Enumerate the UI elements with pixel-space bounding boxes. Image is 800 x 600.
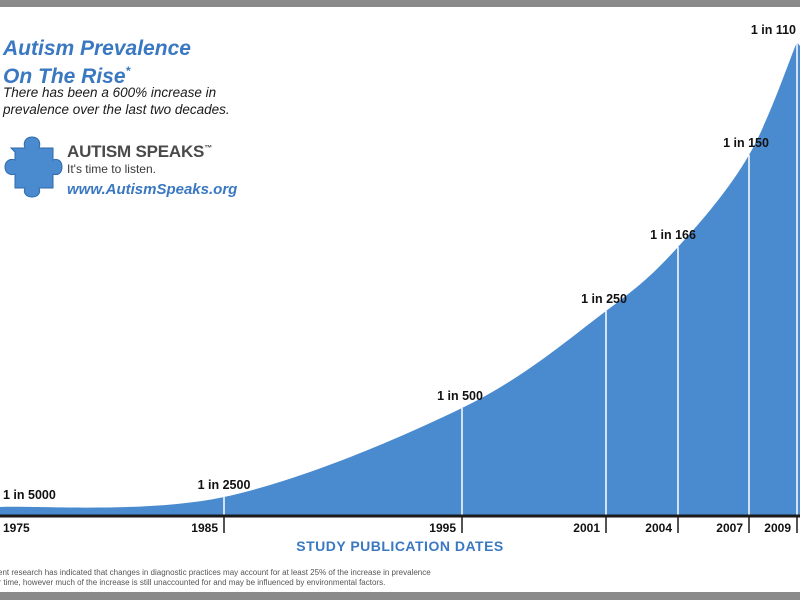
x-axis-title: STUDY PUBLICATION DATES	[296, 538, 504, 554]
logo-name: AUTISM SPEAKS™	[67, 142, 213, 161]
title-line-2: On The Rise*	[3, 64, 131, 88]
title-asterisk: *	[125, 64, 131, 78]
puzzle-piece-icon	[4, 136, 63, 198]
x-tick-label-1975: 1975	[3, 521, 30, 535]
x-tick-label-2007: 2007	[716, 521, 743, 535]
data-label-2007: 1 in 150	[723, 136, 769, 150]
chart-subtitle: There has been a 600% increase in preval…	[3, 85, 230, 117]
x-tick-label-1985: 1985	[191, 521, 218, 535]
chart-title: Autism Prevalence On The Rise*	[3, 37, 191, 88]
prevalence-area	[0, 42, 800, 515]
data-label-2009: 1 in 110	[751, 23, 796, 37]
title-line-1: Autism Prevalence	[3, 37, 191, 60]
bottom-border	[0, 592, 800, 600]
x-tick-label-2009: 2009	[764, 521, 791, 535]
footnote: cent research has indicated that changes…	[0, 568, 464, 587]
footnote-line-2: er time, however much of the increase is…	[0, 577, 386, 587]
data-label-1975: 1 in 5000	[3, 488, 56, 502]
x-tick-label-1995: 1995	[429, 521, 456, 535]
data-label-1985: 1 in 2500	[198, 478, 251, 492]
footnote-line-1: cent research has indicated that changes…	[0, 568, 431, 577]
top-border	[0, 0, 800, 7]
data-label-2004: 1 in 166	[650, 228, 696, 242]
x-tick-label-2001: 2001	[573, 521, 600, 535]
data-label-1995: 1 in 500	[437, 389, 483, 403]
data-label-2001: 1 in 250	[581, 292, 627, 306]
autism-speaks-logo: AUTISM SPEAKS™ It's time to listen. www.…	[3, 134, 263, 204]
website-link[interactable]: www.AutismSpeaks.org	[67, 181, 238, 198]
x-tick-label-2004: 2004	[645, 521, 672, 535]
logo-tagline: It's time to listen.	[67, 162, 156, 176]
